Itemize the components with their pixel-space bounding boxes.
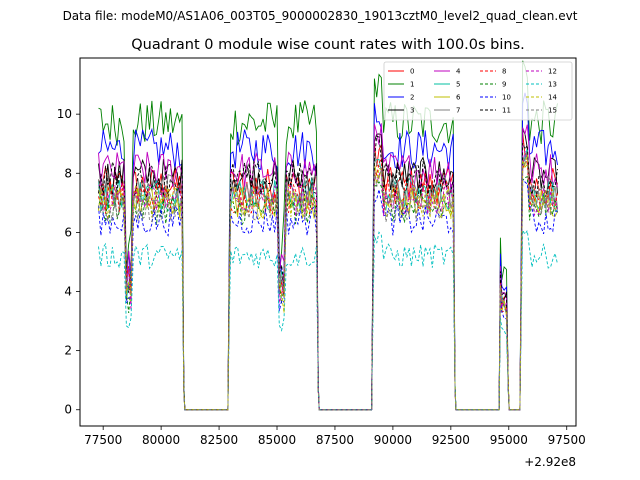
y-axis: 0 2 4 6 8 10 [57,107,80,417]
y-tick-label: 0 [64,403,72,417]
x-tick-label: 82500 [200,433,238,447]
x-tick-label: 97500 [548,433,586,447]
series-line-0 [98,133,558,411]
legend-box [383,61,573,121]
x-tick-label: 95000 [490,433,528,447]
x-axis-offset-label: +2.92e8 [524,455,576,469]
legend-label-2: 2 [410,94,414,102]
legend-label-8: 8 [502,68,506,76]
legend-label-10: 10 [502,94,511,102]
legend-label-13: 13 [548,81,557,89]
series-line-4 [98,123,558,411]
legend-label-1: 1 [410,81,414,89]
axes-frame [79,57,577,427]
y-tick-label: 4 [64,285,72,299]
x-tick-label: 92500 [432,433,470,447]
series-line-11 [98,135,558,411]
legend-label-0: 0 [410,68,414,76]
x-tick-label: 77500 [84,433,122,447]
x-tick-label: 87500 [316,433,354,447]
y-tick-label: 8 [64,166,72,180]
legend-label-12: 12 [548,68,557,76]
legend-label-11: 11 [502,107,511,115]
y-tick-label: 6 [64,225,72,239]
legend-label-15: 15 [548,107,557,115]
x-tick-label: 80000 [142,433,180,447]
legend-label-14: 14 [548,94,557,102]
legend-label-9: 9 [502,81,506,89]
series-line-3 [98,129,558,411]
chart-title: Quadrant 0 module wise count rates with … [131,37,525,53]
x-tick-label: 90000 [374,433,412,447]
y-tick-label: 10 [57,107,72,121]
figure-suptitle: Data file: modeM0/AS1A06_003T05_90000028… [63,9,578,23]
legend-label-5: 5 [456,81,460,89]
series-line-6 [98,157,558,411]
legend-label-3: 3 [410,107,414,115]
series-line-10 [98,179,558,411]
series-line-12 [98,150,558,411]
x-axis: 77500 80000 82500 85000 87500 90000 92500 95000… [84,426,586,447]
legend-label-7: 7 [456,107,460,115]
plot-area [98,60,558,411]
series-line-13 [98,228,558,411]
y-tick-label: 2 [64,344,72,358]
legend-label-6: 6 [456,94,461,102]
series-line-15 [98,160,558,411]
series-line-2 [98,92,558,411]
series-line-8 [98,158,558,411]
legend-label-4: 4 [456,68,461,76]
x-tick-label: 85000 [258,433,296,447]
series-line-9 [98,176,558,411]
